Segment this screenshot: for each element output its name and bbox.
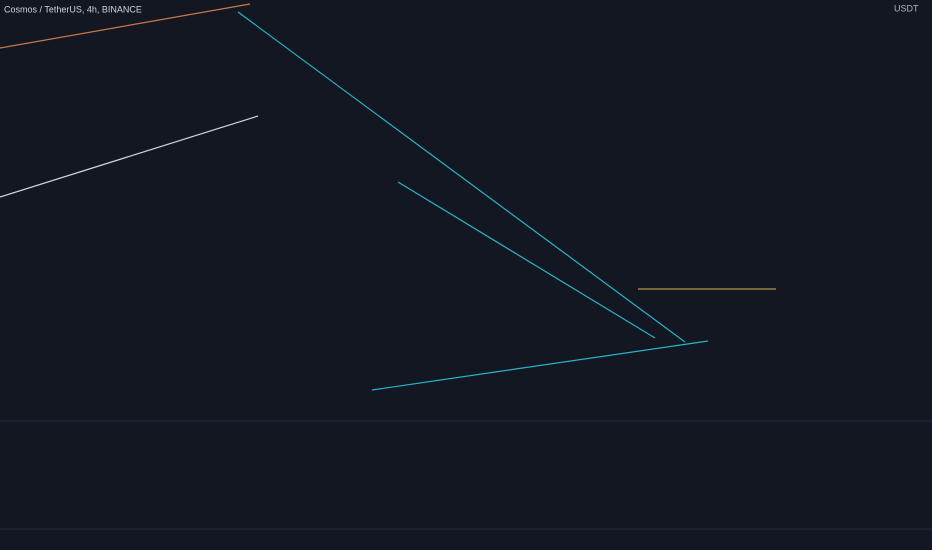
chart-title: Cosmos / TetherUS, 4h, BINANCE — [4, 4, 142, 14]
currency: USDT — [894, 3, 919, 13]
trendline-lower — [371, 340, 709, 391]
trendline-upper — [237, 11, 686, 343]
trendline-mid — [397, 181, 656, 339]
trendline-white — [0, 115, 259, 198]
price-axis — [885, 0, 932, 550]
trendline-orange — [0, 3, 251, 49]
